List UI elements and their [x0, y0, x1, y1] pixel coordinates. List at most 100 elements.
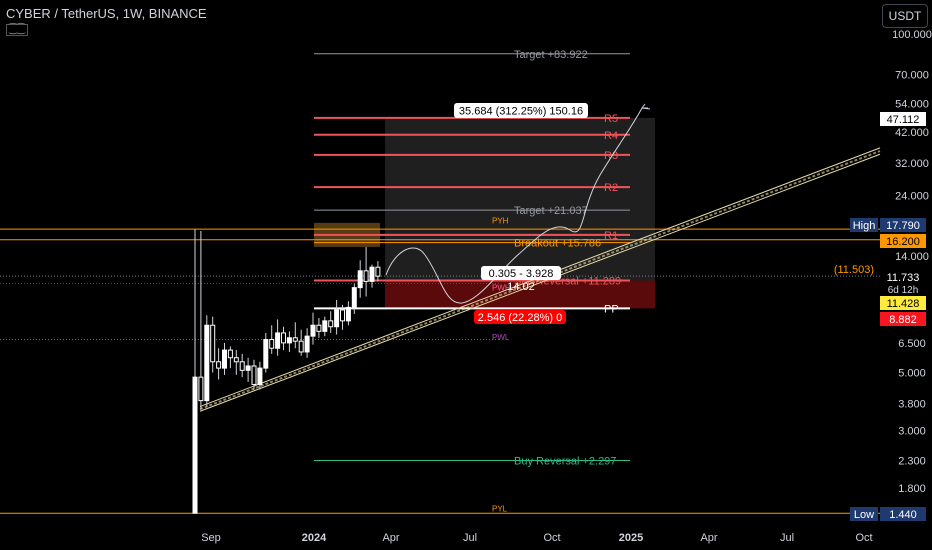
- y-tick-label: 24.000: [895, 190, 929, 202]
- y-tick-label: 2.300: [898, 455, 926, 467]
- price-badge-bg: [880, 507, 926, 521]
- y-tick-label: 1.800: [898, 483, 926, 495]
- x-tick-label: 2025: [619, 532, 643, 544]
- price-badge-bg: [880, 218, 926, 232]
- level-label: Buy Reversal +2.297: [514, 455, 616, 467]
- candle-down: [269, 338, 275, 349]
- y-tick-label: 3.800: [898, 399, 926, 411]
- loss-box-bg: [474, 310, 566, 324]
- candle-down: [298, 340, 304, 353]
- price-badge: 17.790: [886, 220, 920, 232]
- candle-up: [322, 320, 328, 332]
- candle-down: [328, 320, 334, 328]
- pwh-label: PWH: [492, 284, 511, 293]
- candle-down: [292, 337, 298, 342]
- candle-down: [239, 361, 245, 371]
- candle-down: [216, 361, 222, 369]
- level-label: Breakout +15.786: [514, 238, 601, 250]
- price-badge: 16.200: [886, 236, 920, 248]
- candle-down: [198, 376, 204, 402]
- x-tick-label: Sep: [201, 532, 221, 544]
- projection-arrow-icon: [641, 103, 651, 110]
- symbol-title: CYBER / TetherUS, 1W, BINANCE: [6, 6, 207, 21]
- price-badge: 47.112: [887, 114, 920, 126]
- y-tick-label: 6.500: [898, 338, 926, 350]
- trendline-fill: [199, 150, 881, 410]
- projection-box: 35.684 (312.25%) 150.16: [459, 106, 583, 118]
- candle-down: [210, 324, 216, 363]
- level-label: R5: [604, 113, 618, 125]
- candle-down: [233, 357, 239, 363]
- candle-up: [286, 337, 292, 344]
- candle-up: [351, 287, 357, 308]
- price-badge-bg: [880, 270, 926, 294]
- level-label: R3: [604, 150, 618, 162]
- y-tick-label: 32.000: [895, 158, 929, 170]
- level-label: R1: [604, 230, 618, 242]
- projection-curve: [385, 107, 648, 304]
- loss-box: 2.546 (22.28%) 0: [478, 312, 562, 324]
- pwl-label: PWL: [492, 333, 510, 342]
- projection-box-bg: [454, 103, 588, 118]
- price-badge: 11.733: [887, 272, 920, 284]
- countdown-badge: 6d 12h: [888, 285, 919, 296]
- x-tick-label: Jul: [780, 532, 794, 544]
- level-label: Target +83.922: [514, 49, 588, 61]
- price-badge-label: High: [853, 220, 876, 232]
- candle-up: [304, 335, 310, 353]
- y-tick-label: 14.000: [895, 251, 929, 263]
- candle-down: [316, 324, 322, 332]
- entry-box-sub: 14.02: [507, 281, 535, 293]
- candle-up: [245, 365, 251, 371]
- y-tick-label: 54.000: [895, 99, 929, 111]
- x-tick-label: Jul: [463, 532, 477, 544]
- price-badge: 11.428: [887, 298, 920, 310]
- candle-down: [363, 270, 369, 282]
- x-tick-label: Oct: [855, 532, 872, 544]
- price-badge-label-bg: [850, 507, 878, 521]
- level-label: Target +21.037: [514, 205, 588, 217]
- candle-down: [281, 332, 286, 344]
- candle-down: [340, 309, 345, 322]
- price-badge-bg: [880, 296, 926, 310]
- candle-up: [257, 367, 263, 385]
- price-badge: 8.882: [889, 314, 917, 326]
- candle-up: [357, 270, 363, 289]
- candle-up: [334, 309, 340, 328]
- pyl-label: PYL: [492, 505, 508, 514]
- candle-up: [222, 349, 227, 369]
- indicator-toggle-icon[interactable]: ⁐⁐: [6, 24, 29, 36]
- entry-box-bg: [481, 266, 561, 280]
- price-badge-bg: [880, 234, 926, 248]
- level-label: R4: [604, 130, 618, 142]
- currency-button[interactable]: USDT: [882, 4, 928, 28]
- x-tick-label: Apr: [382, 532, 399, 544]
- y-tick-label: 42.000: [895, 127, 929, 139]
- candle-down: [227, 349, 233, 359]
- price-badge-label-bg: [850, 218, 878, 232]
- y-tick-label: 70.000: [895, 69, 929, 81]
- level-label: R2: [604, 182, 618, 194]
- candle-up: [369, 266, 375, 282]
- candle-down: [375, 266, 381, 277]
- pyh-label: PYH: [492, 217, 509, 226]
- price-badge-label: Low: [854, 509, 874, 521]
- trendline-lower: [199, 153, 881, 412]
- price-badge-bg: [880, 112, 926, 126]
- candle-up: [204, 324, 210, 402]
- y-tick-label: 5.000: [898, 368, 926, 380]
- level-label: PP: [604, 303, 619, 315]
- entry-box: 0.305 - 3.928: [489, 268, 554, 280]
- y-tick-label: 100.000: [892, 29, 932, 41]
- countdown-value: (11.503): [834, 264, 874, 276]
- candle-up: [345, 306, 351, 322]
- candle-up: [275, 332, 281, 349]
- y-tick-label: 3.000: [898, 425, 926, 437]
- x-tick-label: 2024: [302, 532, 327, 544]
- x-tick-label: Apr: [700, 532, 717, 544]
- candle-up: [192, 376, 198, 514]
- price-badge-bg: [880, 312, 926, 326]
- price-badge: 1.440: [889, 509, 917, 521]
- candle-up: [263, 338, 269, 369]
